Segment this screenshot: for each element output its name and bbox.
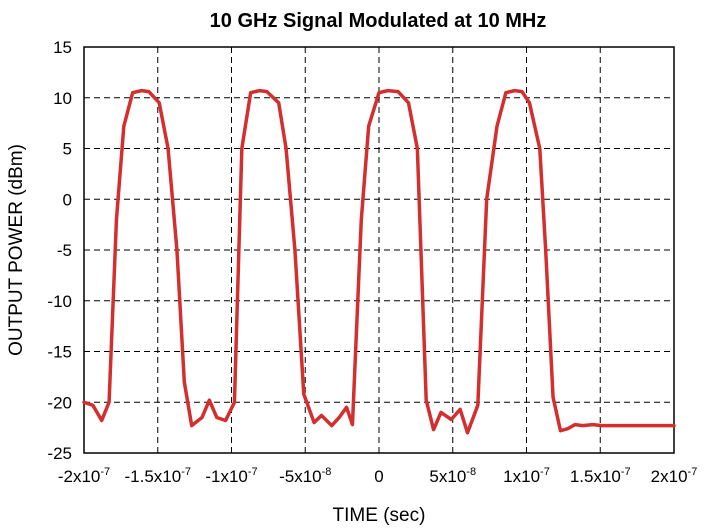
x-tick-label: -1x10-7 — [205, 466, 257, 486]
x-tick-exponent: -7 — [248, 466, 258, 478]
x-tick-label: 1.5x10-7 — [570, 466, 631, 486]
plot-frame — [83, 46, 675, 454]
x-tick-base: 1.5x10 — [570, 467, 621, 486]
y-tick-label: 10 — [53, 89, 72, 108]
x-axis-label: TIME (sec) — [333, 505, 426, 526]
x-tick-base: 1x10 — [503, 467, 540, 486]
x-tick-label: -5x10-8 — [279, 466, 331, 486]
x-tick-base: 0 — [374, 467, 383, 486]
x-tick-exponent: -7 — [688, 466, 698, 478]
x-tick-exponent: -8 — [322, 466, 332, 478]
x-tick-exponent: -7 — [621, 466, 631, 478]
x-tick-label: 2x10-7 — [651, 466, 698, 486]
x-tick-label: -1.5x10-7 — [125, 466, 191, 486]
x-tick-base: 5x10 — [429, 467, 466, 486]
x-tick-label: 0 — [374, 467, 383, 486]
y-tick-label: -5 — [57, 241, 72, 260]
y-axis-label: OUTPUT POWER (dBm) — [6, 144, 27, 356]
series-layer — [82, 88, 676, 435]
y-tick-label: 0 — [63, 190, 72, 209]
x-tick-base: -1.5x10 — [125, 467, 182, 486]
x-tick-label: -2x10-7 — [58, 466, 110, 486]
y-tick-label: -10 — [47, 292, 72, 311]
y-tick-label: -25 — [47, 444, 72, 463]
x-tick-label: 1x10-7 — [503, 466, 550, 486]
y-tick-label: -20 — [47, 393, 72, 412]
y-tick-label: 5 — [63, 140, 72, 159]
chart-title: 10 GHz Signal Modulated at 10 MHz — [210, 10, 547, 32]
x-tick-base: -2x10 — [58, 467, 101, 486]
y-tick-label: 15 — [53, 38, 72, 57]
x-tick-base: 2x10 — [651, 467, 688, 486]
x-tick-label: 5x10-8 — [429, 466, 476, 486]
x-tick-base: -1x10 — [205, 467, 248, 486]
x-tick-exponent: -7 — [181, 466, 191, 478]
series-line — [82, 88, 676, 435]
x-tick-exponent: -7 — [540, 466, 550, 478]
y-tick-label: -15 — [47, 343, 72, 362]
x-tick-base: -5x10 — [279, 467, 322, 486]
x-tick-exponent: -7 — [100, 466, 110, 478]
tick-labels: -2x10-7 -1.5x10-7 -1x10-7 -5x10-8 0 5x10-8 1x1… — [47, 38, 697, 486]
x-tick-exponent: -8 — [466, 466, 476, 478]
grid-lines — [84, 47, 674, 453]
